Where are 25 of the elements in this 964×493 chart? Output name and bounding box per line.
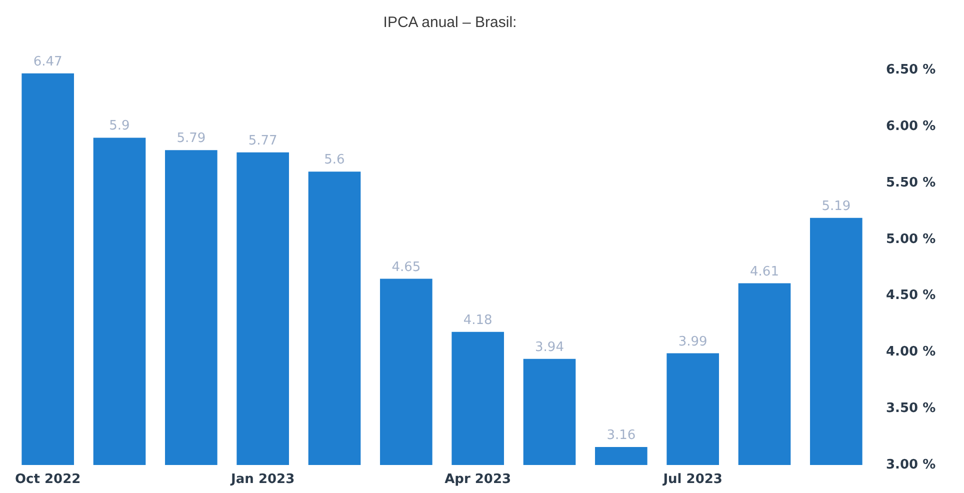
data-label: 3.16 (606, 428, 636, 443)
y-tick-label: 6.50 % (886, 62, 936, 78)
x-tick-label: Apr 2023 (444, 472, 512, 487)
chart-title: IPCA anual – Brasil: (383, 14, 517, 31)
y-tick-label: 3.50 % (886, 401, 936, 416)
data-label: 3.99 (678, 334, 708, 350)
data-label: 5.77 (248, 133, 278, 148)
x-tick-label: Jan 2023 (230, 472, 295, 487)
data-label: 5.6 (324, 152, 345, 168)
y-tick-label: 5.50 % (886, 175, 936, 190)
y-tick-label: 4.00 % (886, 344, 936, 360)
y-tick-label: 3.00 % (886, 458, 936, 472)
x-tick-label: Oct 2022 (14, 472, 81, 487)
y-tick-label: 6.00 % (886, 118, 936, 134)
data-label: 6.47 (33, 54, 62, 70)
data-label: 4.65 (392, 260, 421, 275)
data-label: 5.9 (109, 118, 130, 134)
y-tick-label: 4.50 % (886, 288, 936, 304)
y-tick-label: 5.00 % (886, 232, 936, 247)
x-tick-label: Jul 2023 (662, 472, 722, 487)
data-label: 5.79 (176, 131, 206, 146)
data-label: 3.94 (535, 340, 564, 355)
data-label: 4.61 (750, 264, 779, 280)
data-label: 5.19 (822, 198, 851, 214)
data-label: 4.18 (463, 312, 492, 328)
